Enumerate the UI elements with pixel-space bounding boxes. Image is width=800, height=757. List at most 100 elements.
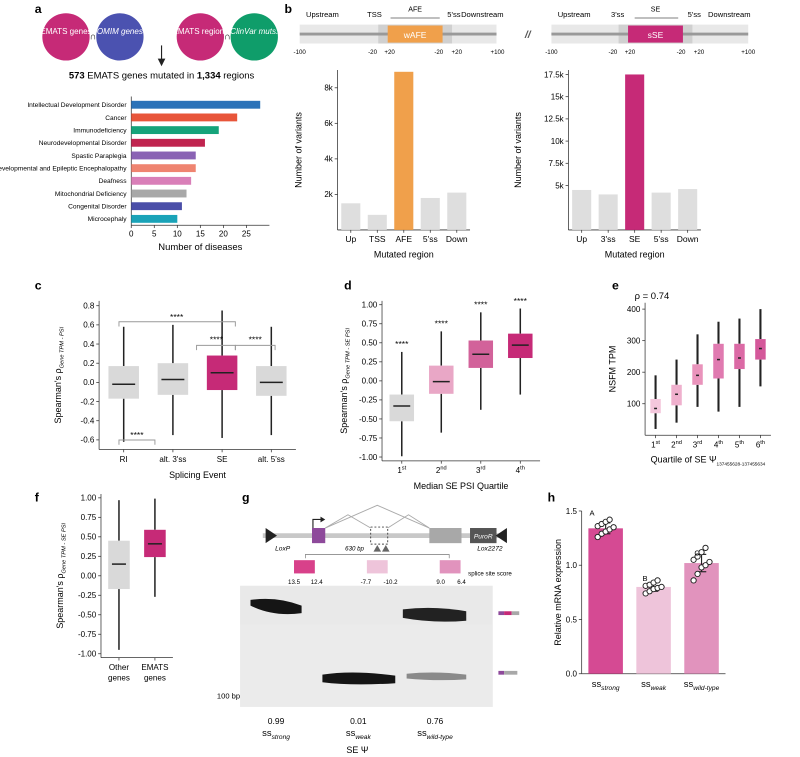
c-y-tick-label: 0.0 bbox=[83, 378, 95, 387]
g-x-axis-label: SE Ψ bbox=[346, 745, 368, 755]
d-y-tick-label: 0.50 bbox=[362, 339, 378, 348]
c-y-tick-label: -0.4 bbox=[81, 417, 95, 426]
h-data-point bbox=[594, 533, 601, 541]
puror-box bbox=[470, 528, 497, 544]
callout-bracket bbox=[305, 554, 450, 559]
d-x-tick-label: 1st bbox=[397, 465, 406, 475]
panel-d-letter: d bbox=[344, 279, 352, 293]
f-x-tick-label-l2: genes bbox=[108, 673, 130, 682]
b-right-x-axis-label: Mutated region bbox=[605, 249, 665, 259]
panel-b-right-bar-chart: 5k 7.5k 10k 12.5k 15k 17.5k Up 3'ss SE 5'ss Down Mu… bbox=[513, 70, 701, 259]
panel-e-letter: e bbox=[612, 279, 619, 293]
a-category-label: Mitochondrial Deficiency bbox=[55, 191, 127, 198]
h-data-point bbox=[690, 556, 697, 563]
d-box bbox=[389, 394, 415, 422]
a-x-tick-label: 25 bbox=[242, 230, 251, 239]
h-data-point bbox=[694, 570, 701, 578]
panel-c-significance bbox=[118, 321, 276, 351]
score-weak-right: -10.2 bbox=[384, 579, 399, 586]
panel-g-letter: g bbox=[242, 491, 250, 505]
b-left-bar bbox=[367, 214, 387, 230]
b-right-x-tick-label: 5'ss bbox=[654, 234, 669, 244]
venn-emats-genes-label: EMATS genes bbox=[40, 27, 91, 36]
splice-arc-1 bbox=[325, 514, 371, 529]
a-bar bbox=[131, 189, 187, 198]
left-tick-p20a: +20 bbox=[384, 49, 395, 56]
e-y-axis-label: NSFM TPM bbox=[608, 346, 618, 393]
panel-a-bar-chart: Intellectual Development Disorder Cancer I… bbox=[0, 96, 270, 253]
venn-omim-genes-circle bbox=[96, 13, 144, 61]
g-lane-label: ssweak bbox=[346, 728, 372, 741]
h-letter-b: B bbox=[643, 574, 648, 583]
a-category-label: Immunodeficiency bbox=[73, 127, 127, 134]
g-lane-label: ssstrong bbox=[262, 728, 290, 741]
ladder-100bp-label: 100 bp bbox=[217, 691, 240, 700]
b-left-x-tick-label: Up bbox=[345, 234, 356, 244]
b-left-bar bbox=[420, 197, 440, 230]
panel-c-box-plot: -0.6 -0.4 -0.2 0.0 0.2 0.4 0.6 0.8 RI alt. 3'ss SE… bbox=[53, 300, 296, 480]
panel-b-letter: b bbox=[285, 2, 293, 16]
a-x-tick-label: 0 bbox=[129, 230, 134, 239]
right-tick-m20b: -20 bbox=[677, 49, 686, 56]
f-y-axis-label: Spearman's ρGene TPM - SE PSI bbox=[55, 522, 67, 628]
d-x-tick-label: 3rd bbox=[476, 465, 486, 475]
d-stars: **** bbox=[474, 300, 488, 310]
h-data-point bbox=[702, 562, 709, 569]
left-afe-label: AFE bbox=[408, 5, 422, 13]
e-y-tick-label: 200 bbox=[627, 368, 641, 377]
f-y-tick-label: -0.50 bbox=[78, 611, 97, 620]
exon-3-box bbox=[429, 528, 462, 544]
test-exon-box bbox=[370, 526, 389, 545]
isoform-long-exon1 bbox=[498, 611, 505, 616]
bp630-label: 630 bp bbox=[345, 546, 364, 553]
score-weak-left: -7.7 bbox=[361, 579, 372, 586]
h-x-tick-label: ssweak bbox=[641, 679, 667, 692]
c-y-tick-label: -0.2 bbox=[81, 397, 95, 406]
score-strong-right: 12.4 bbox=[311, 579, 324, 586]
panel-h-bar-chart: 0.0 0.5 1.0 1.5 ssstrong ssweak sswild-type Rel… bbox=[553, 507, 726, 692]
loxp-label: LoxP bbox=[275, 546, 291, 553]
venn-clinvar-label: ClinVar muts. bbox=[230, 27, 278, 36]
lox2272-triangle-icon bbox=[495, 528, 507, 544]
a-bar bbox=[131, 202, 182, 211]
gel-band-wt-upper bbox=[402, 607, 467, 622]
e-box bbox=[692, 364, 703, 385]
b-left-x-axis-label: Mutated region bbox=[374, 249, 434, 259]
d-x-tick-label: 4th bbox=[516, 465, 525, 475]
f-y-tick-label: 0.75 bbox=[81, 513, 97, 522]
b-right-y-tick-label: 12.5k bbox=[544, 115, 565, 124]
a-category-label: Congenital Disorder bbox=[68, 204, 127, 211]
a-category-label: Deafness bbox=[99, 178, 128, 185]
b-right-y-tick-label: 15k bbox=[551, 93, 565, 102]
right-tick-p20b: +20 bbox=[694, 49, 705, 56]
panel-b-left-bar-chart: 2k 4k 6k 8k Up TSS AFE 5'ss Down Mutated region Nu… bbox=[294, 70, 471, 259]
left-tick-p20b: +20 bbox=[452, 49, 463, 56]
d-box bbox=[429, 365, 454, 394]
e-x-tick-label: 1st bbox=[651, 440, 660, 450]
right-tick-m20a: -20 bbox=[608, 49, 617, 56]
d-stars: **** bbox=[395, 339, 409, 349]
right-tick-p20a: +20 bbox=[625, 49, 636, 56]
d-x-axis-label: Median SE PSI Quartile bbox=[414, 481, 509, 491]
panel-d-box-plot: -1.00 -0.75 -0.50 -0.25 0.00 0.25 0.50 0.75 1.00… bbox=[339, 296, 541, 491]
e-x-tick-label: 6th bbox=[756, 440, 765, 450]
e-x-tick-label: 2nd bbox=[671, 440, 682, 450]
a-bar bbox=[131, 138, 205, 147]
panel-a-letter: a bbox=[35, 2, 42, 16]
b-left-bar bbox=[341, 203, 361, 230]
d-y-tick-label: 0.75 bbox=[362, 320, 378, 329]
b-left-bar bbox=[447, 192, 467, 230]
h-bar bbox=[684, 563, 719, 674]
h-y-axis-label: Relative mRNA expression bbox=[553, 539, 563, 646]
schema-break-mark: // bbox=[524, 30, 532, 41]
a-x-tick-label: 20 bbox=[219, 230, 228, 239]
f-x-tick-label-l1: Other bbox=[109, 663, 129, 672]
wafe-label: wAFE bbox=[403, 30, 427, 40]
a-bar bbox=[131, 176, 192, 185]
d-x-tick-label: 2nd bbox=[436, 465, 447, 475]
a-bar bbox=[131, 214, 178, 223]
f-y-tick-label: 0.00 bbox=[81, 572, 97, 581]
panel-g-construct: LoxP PuroR Lox2272 630 bp 13.5 12.4 -7.7… bbox=[262, 504, 512, 586]
mut-arrow-2-icon bbox=[382, 545, 390, 552]
